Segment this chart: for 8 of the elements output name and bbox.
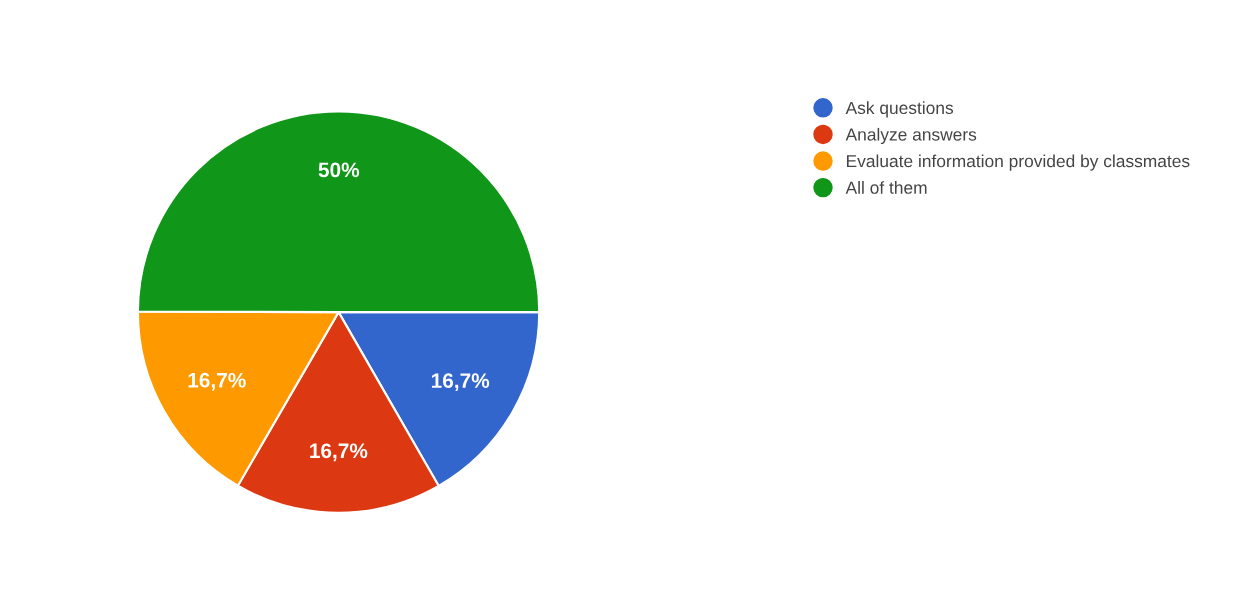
legend-label: Ask questions — [845, 101, 954, 118]
data-label: 16,7% — [188, 372, 246, 391]
legend-label: Analyze answers — [845, 127, 977, 145]
data-label: 16,7% — [431, 373, 490, 392]
legend-label: Evaluate information provided by classmates — [847, 154, 1190, 171]
legend-label: All of them — [845, 181, 927, 194]
data-label: 50% — [318, 162, 360, 178]
data-label: 16,7% — [310, 443, 368, 462]
